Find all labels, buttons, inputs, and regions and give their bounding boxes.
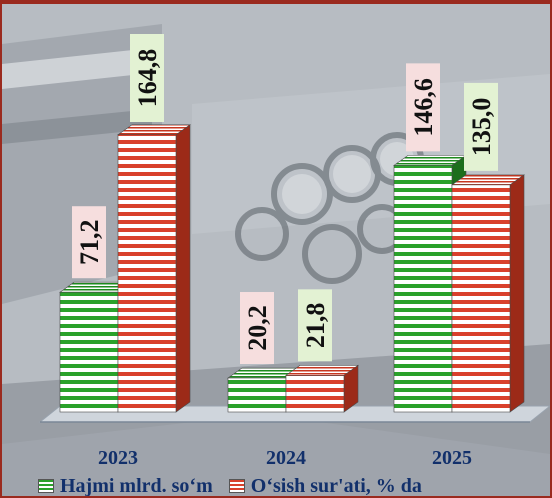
bar-growth-2024 bbox=[285, 364, 359, 413]
legend-label-volume: Hajmi mlrd. so‘m bbox=[60, 474, 213, 497]
bar-side bbox=[175, 124, 191, 413]
data-label-text: 135,0 bbox=[467, 98, 496, 157]
bar-growth-2025 bbox=[451, 174, 525, 413]
data-label-text: 21,8 bbox=[301, 303, 330, 349]
x-tick-label: 2024 bbox=[266, 447, 306, 469]
data-label-background bbox=[406, 63, 440, 152]
data-label: 135,0 bbox=[464, 82, 498, 171]
data-label-text: 146,6 bbox=[409, 78, 438, 137]
data-label-background bbox=[72, 206, 106, 279]
data-label-background bbox=[240, 292, 274, 365]
data-label: 71,2 bbox=[72, 206, 106, 279]
data-label-background bbox=[464, 82, 498, 171]
legend-swatch-green bbox=[38, 479, 54, 493]
legend-item-growth: O‘sish sur'ati, % da bbox=[228, 474, 422, 497]
bar-chart: 71,2 164,8 20,2 21,8 146,6 135,0 2023 2024 20… bbox=[38, 34, 550, 469]
x-tick-label: 2023 bbox=[98, 447, 138, 469]
bar-side bbox=[509, 174, 525, 413]
data-label: 21,8 bbox=[298, 289, 332, 362]
legend-label-growth: O‘sish sur'ati, % da bbox=[250, 474, 422, 497]
bar-front bbox=[59, 291, 119, 413]
bar-front bbox=[227, 377, 287, 413]
legend-item-volume: Hajmi mlrd. so‘m bbox=[38, 474, 213, 497]
data-label-background bbox=[130, 34, 164, 122]
data-label-background bbox=[298, 289, 332, 362]
legend-swatch-red bbox=[228, 479, 245, 493]
bar-growth-2023 bbox=[117, 124, 191, 413]
bar-front bbox=[451, 184, 511, 413]
data-label: 20,2 bbox=[240, 292, 274, 365]
legend: Hajmi mlrd. so‘m O‘sish sur'ati, % da bbox=[38, 474, 548, 497]
data-label-text: 164,8 bbox=[133, 49, 162, 108]
data-label: 164,8 bbox=[130, 34, 164, 122]
data-label: 146,6 bbox=[406, 63, 440, 152]
x-tick-label: 2025 bbox=[432, 447, 472, 469]
labels-layer: 71,2 164,8 20,2 21,8 146,6 135,0 bbox=[72, 34, 498, 365]
bar-front bbox=[393, 165, 453, 413]
data-label-text: 71,2 bbox=[75, 219, 104, 265]
data-label-text: 20,2 bbox=[243, 305, 272, 351]
bars-layer bbox=[59, 124, 525, 413]
bar-front bbox=[117, 134, 177, 413]
bar-front bbox=[285, 375, 345, 413]
